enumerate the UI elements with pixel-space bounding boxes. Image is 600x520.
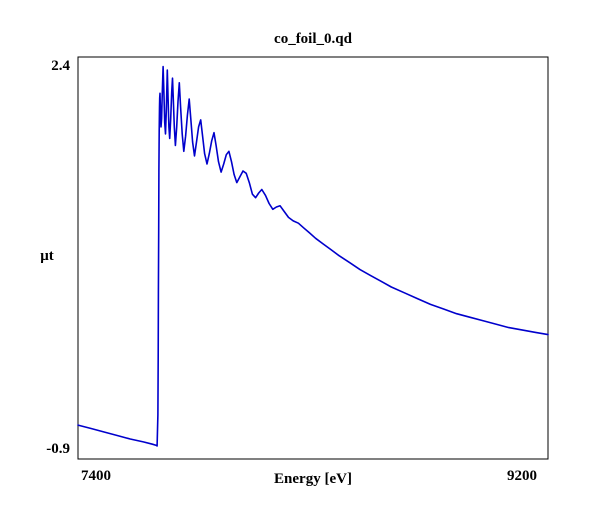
y-axis-tick-max: 2.4 [51, 58, 70, 74]
x-axis-tick-min: 7400 [81, 468, 111, 484]
x-axis-label: Energy [eV] [274, 471, 352, 487]
y-axis-tick-min: -0.9 [46, 441, 70, 457]
x-axis-tick-max: 9200 [507, 468, 537, 484]
chart-title: co_foil_0.qd [274, 31, 352, 47]
plot-frame [77, 56, 549, 460]
y-axis-label: μt [40, 248, 54, 264]
spectrum-line [77, 65, 549, 447]
